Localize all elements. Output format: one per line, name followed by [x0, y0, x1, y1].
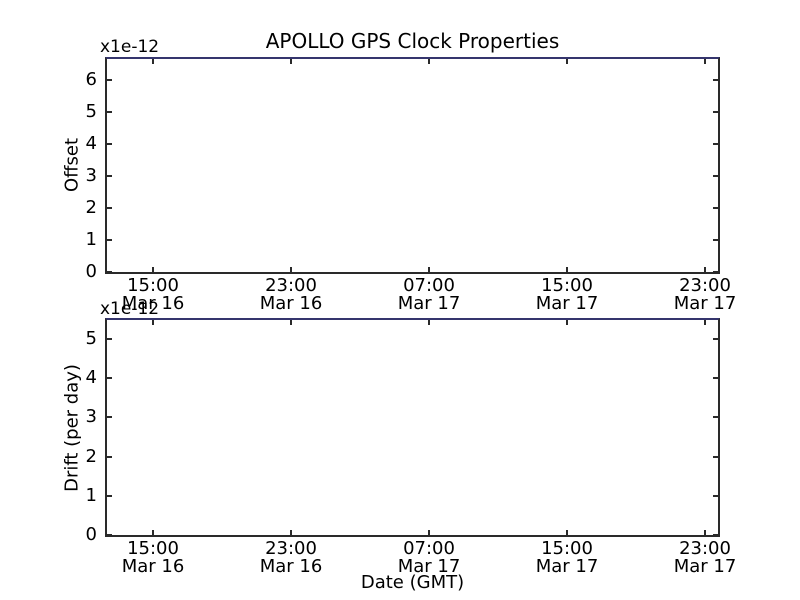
y-tick-label: 3	[85, 165, 97, 186]
y-tick-mark	[713, 111, 718, 113]
x-tick-mark	[428, 59, 430, 64]
x-tick-time: 23:00	[265, 538, 317, 559]
x-tick-date: Mar 17	[535, 556, 599, 577]
y-tick-mark	[713, 455, 718, 458]
y-tick-mark	[107, 534, 112, 536]
x-axis-label: Date (GMT)	[360, 572, 465, 593]
x-tick-date: Mar 17	[397, 556, 461, 577]
x-tick-mark	[290, 59, 292, 64]
y-tick-mark	[713, 271, 718, 273]
x-tick-mark	[428, 267, 430, 272]
y-tick-mark	[107, 271, 112, 273]
y-tick-mark	[107, 416, 112, 419]
y-tick-mark	[107, 239, 112, 241]
y-tick-mark	[713, 494, 718, 497]
chart-title: APOLLO GPS Clock Properties	[265, 29, 560, 53]
x-tick-mark	[566, 267, 568, 272]
x-tick-date: Mar 17	[397, 293, 461, 314]
x-tick-label: 23:00 Mar 17	[660, 540, 750, 576]
x-tick-mark	[290, 530, 292, 535]
x-tick-time: 23:00	[265, 275, 317, 296]
x-tick-time: 23:00	[679, 275, 731, 296]
plot-area-drift	[105, 318, 720, 537]
y-tick-mark	[713, 143, 718, 145]
y-tick-label: 1	[85, 484, 97, 506]
x-tick-label: 23:00 Mar 16	[246, 540, 336, 576]
x-tick-date: Mar 17	[673, 556, 737, 577]
x-tick-mark	[152, 530, 154, 535]
x-tick-mark	[152, 320, 154, 325]
x-tick-label: 15:00 Mar 17	[522, 540, 612, 576]
y-tick-label: 0	[85, 261, 97, 282]
x-tick-time: 15:00	[541, 538, 593, 559]
x-tick-mark	[566, 530, 568, 535]
x-tick-label: 07:00 Mar 17	[384, 277, 474, 313]
drift-scale-label: x1e-12	[100, 299, 160, 319]
x-tick-mark	[428, 530, 430, 535]
x-tick-time: 07:00	[403, 538, 455, 559]
y-tick-mark	[107, 494, 112, 497]
y-tick-mark	[713, 377, 718, 380]
x-tick-mark	[566, 59, 568, 64]
x-tick-label: 15:00 Mar 16	[108, 540, 198, 576]
x-tick-time: 15:00	[127, 275, 179, 296]
x-tick-mark	[704, 320, 706, 325]
y-tick-mark	[107, 111, 112, 113]
y-tick-mark	[107, 338, 112, 340]
y-tick-label: 2	[85, 197, 97, 218]
y-tick-label: 4	[85, 133, 97, 154]
y-tick-mark	[107, 143, 112, 145]
y-tick-mark	[713, 239, 718, 241]
plot-area-offset	[105, 57, 720, 274]
y-tick-label: 0	[85, 524, 97, 545]
y-tick-mark	[713, 79, 718, 81]
y-tick-label: 4	[85, 367, 97, 389]
y-tick-label: 1	[85, 229, 97, 250]
y-tick-mark	[107, 207, 112, 209]
y-tick-mark	[713, 338, 718, 340]
x-tick-date: Mar 17	[535, 293, 599, 314]
offset-scale-label: x1e-12	[100, 37, 160, 57]
x-tick-date: Mar 17	[673, 293, 737, 314]
x-tick-mark	[152, 267, 154, 272]
y-tick-label: 2	[85, 445, 97, 467]
x-tick-label: 15:00 Mar 16	[108, 277, 198, 313]
y-tick-mark	[713, 416, 718, 419]
y-tick-mark	[107, 79, 112, 81]
x-tick-mark	[566, 320, 568, 325]
x-tick-label: 23:00 Mar 16	[246, 277, 336, 313]
x-tick-label: 07:00 Mar 17	[384, 540, 474, 576]
x-tick-date: Mar 16	[259, 293, 323, 314]
x-tick-time: 15:00	[541, 275, 593, 296]
y-tick-label: 5	[85, 101, 97, 122]
x-tick-date: Mar 16	[259, 556, 323, 577]
y-tick-label: 5	[85, 328, 97, 349]
x-tick-mark	[428, 320, 430, 325]
y-tick-label: 3	[85, 406, 97, 428]
x-tick-mark	[704, 59, 706, 64]
y-tick-mark	[713, 534, 718, 536]
y-tick-mark	[107, 175, 112, 177]
y-tick-mark	[107, 455, 112, 458]
y-tick-mark	[713, 207, 718, 209]
x-tick-label: 15:00 Mar 17	[522, 277, 612, 313]
y-tick-mark	[713, 175, 718, 177]
y-tick-label: 6	[85, 69, 97, 90]
x-tick-mark	[704, 530, 706, 535]
x-tick-mark	[290, 320, 292, 325]
x-tick-time: 07:00	[403, 275, 455, 296]
x-tick-mark	[290, 267, 292, 272]
x-tick-date: Mar 16	[121, 293, 185, 314]
x-tick-time: 23:00	[679, 538, 731, 559]
y-tick-mark	[107, 377, 112, 380]
x-tick-date: Mar 16	[121, 556, 185, 577]
x-tick-mark	[152, 59, 154, 64]
x-tick-mark	[704, 267, 706, 272]
x-tick-time: 15:00	[127, 538, 179, 559]
x-tick-label: 23:00 Mar 17	[660, 277, 750, 313]
